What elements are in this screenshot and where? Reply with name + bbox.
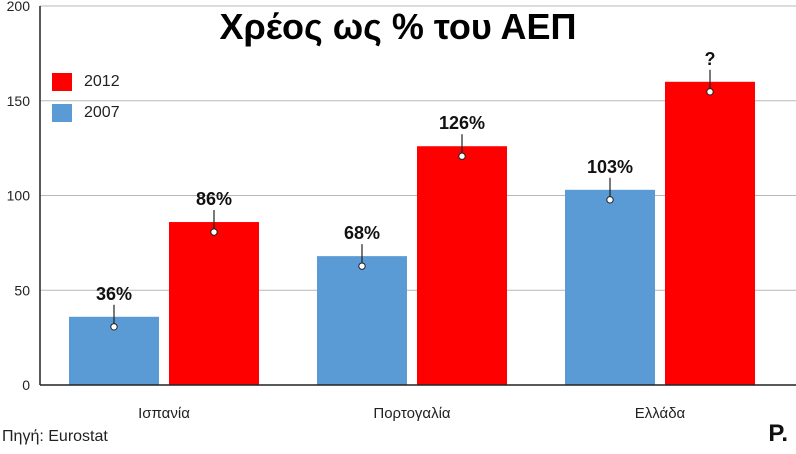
bar-Ισπανία-2012 (169, 222, 259, 385)
value-dot-Ισπανία-2007 (110, 323, 118, 331)
bar-Ελλάδα-2012 (665, 81, 755, 386)
data-label-Ελλάδα-2007: 103% (587, 157, 633, 177)
brand-logo: P. (768, 420, 788, 447)
legend-label-2012: 2012 (84, 73, 120, 90)
data-label-Ισπανία-2012: 86% (196, 189, 232, 209)
value-dot-Ελλάδα-2012 (706, 88, 714, 96)
data-label-Πορτογαλία-2012: 126% (439, 113, 485, 133)
x-tick-label-Ελλάδα: Ελλάδα (635, 405, 686, 422)
bar-Πορτογαλία-2007 (317, 256, 407, 385)
legend-swatch-2012 (52, 73, 72, 91)
legend-label-2007: 2007 (84, 104, 120, 121)
bar-Ελλάδα-2007 (565, 189, 655, 385)
x-tick-label-Ισπανία: Ισπανία (138, 405, 190, 422)
source-note: Πηγή: Eurostat (2, 428, 108, 445)
y-tick-label-50: 50 (14, 282, 30, 298)
value-dot-Πορτογαλία-2007 (358, 262, 366, 270)
bar-Πορτογαλία-2012 (417, 146, 507, 385)
y-tick-label-100: 100 (7, 188, 31, 204)
y-tick-label-200: 200 (7, 0, 31, 14)
value-dot-Ελλάδα-2007 (606, 196, 614, 204)
legend-item-2007: 2007 (52, 103, 120, 123)
chart-title: Χρέος ως % του ΑΕΠ (219, 6, 577, 47)
value-dot-Πορτογαλία-2012 (458, 152, 466, 160)
data-label-Πορτογαλία-2007: 68% (344, 223, 380, 243)
data-label-Ισπανία-2007: 36% (96, 284, 132, 304)
x-tick-label-Πορτογαλία: Πορτογαλία (373, 405, 451, 422)
y-tick-label-0: 0 (22, 377, 30, 393)
legend-swatch-2007 (52, 104, 72, 122)
value-dot-Ισπανία-2012 (210, 228, 218, 236)
data-label-Ελλάδα-2012: ? (705, 49, 716, 69)
y-tick-label-150: 150 (7, 93, 31, 109)
legend-item-2012: 2012 (52, 72, 120, 92)
